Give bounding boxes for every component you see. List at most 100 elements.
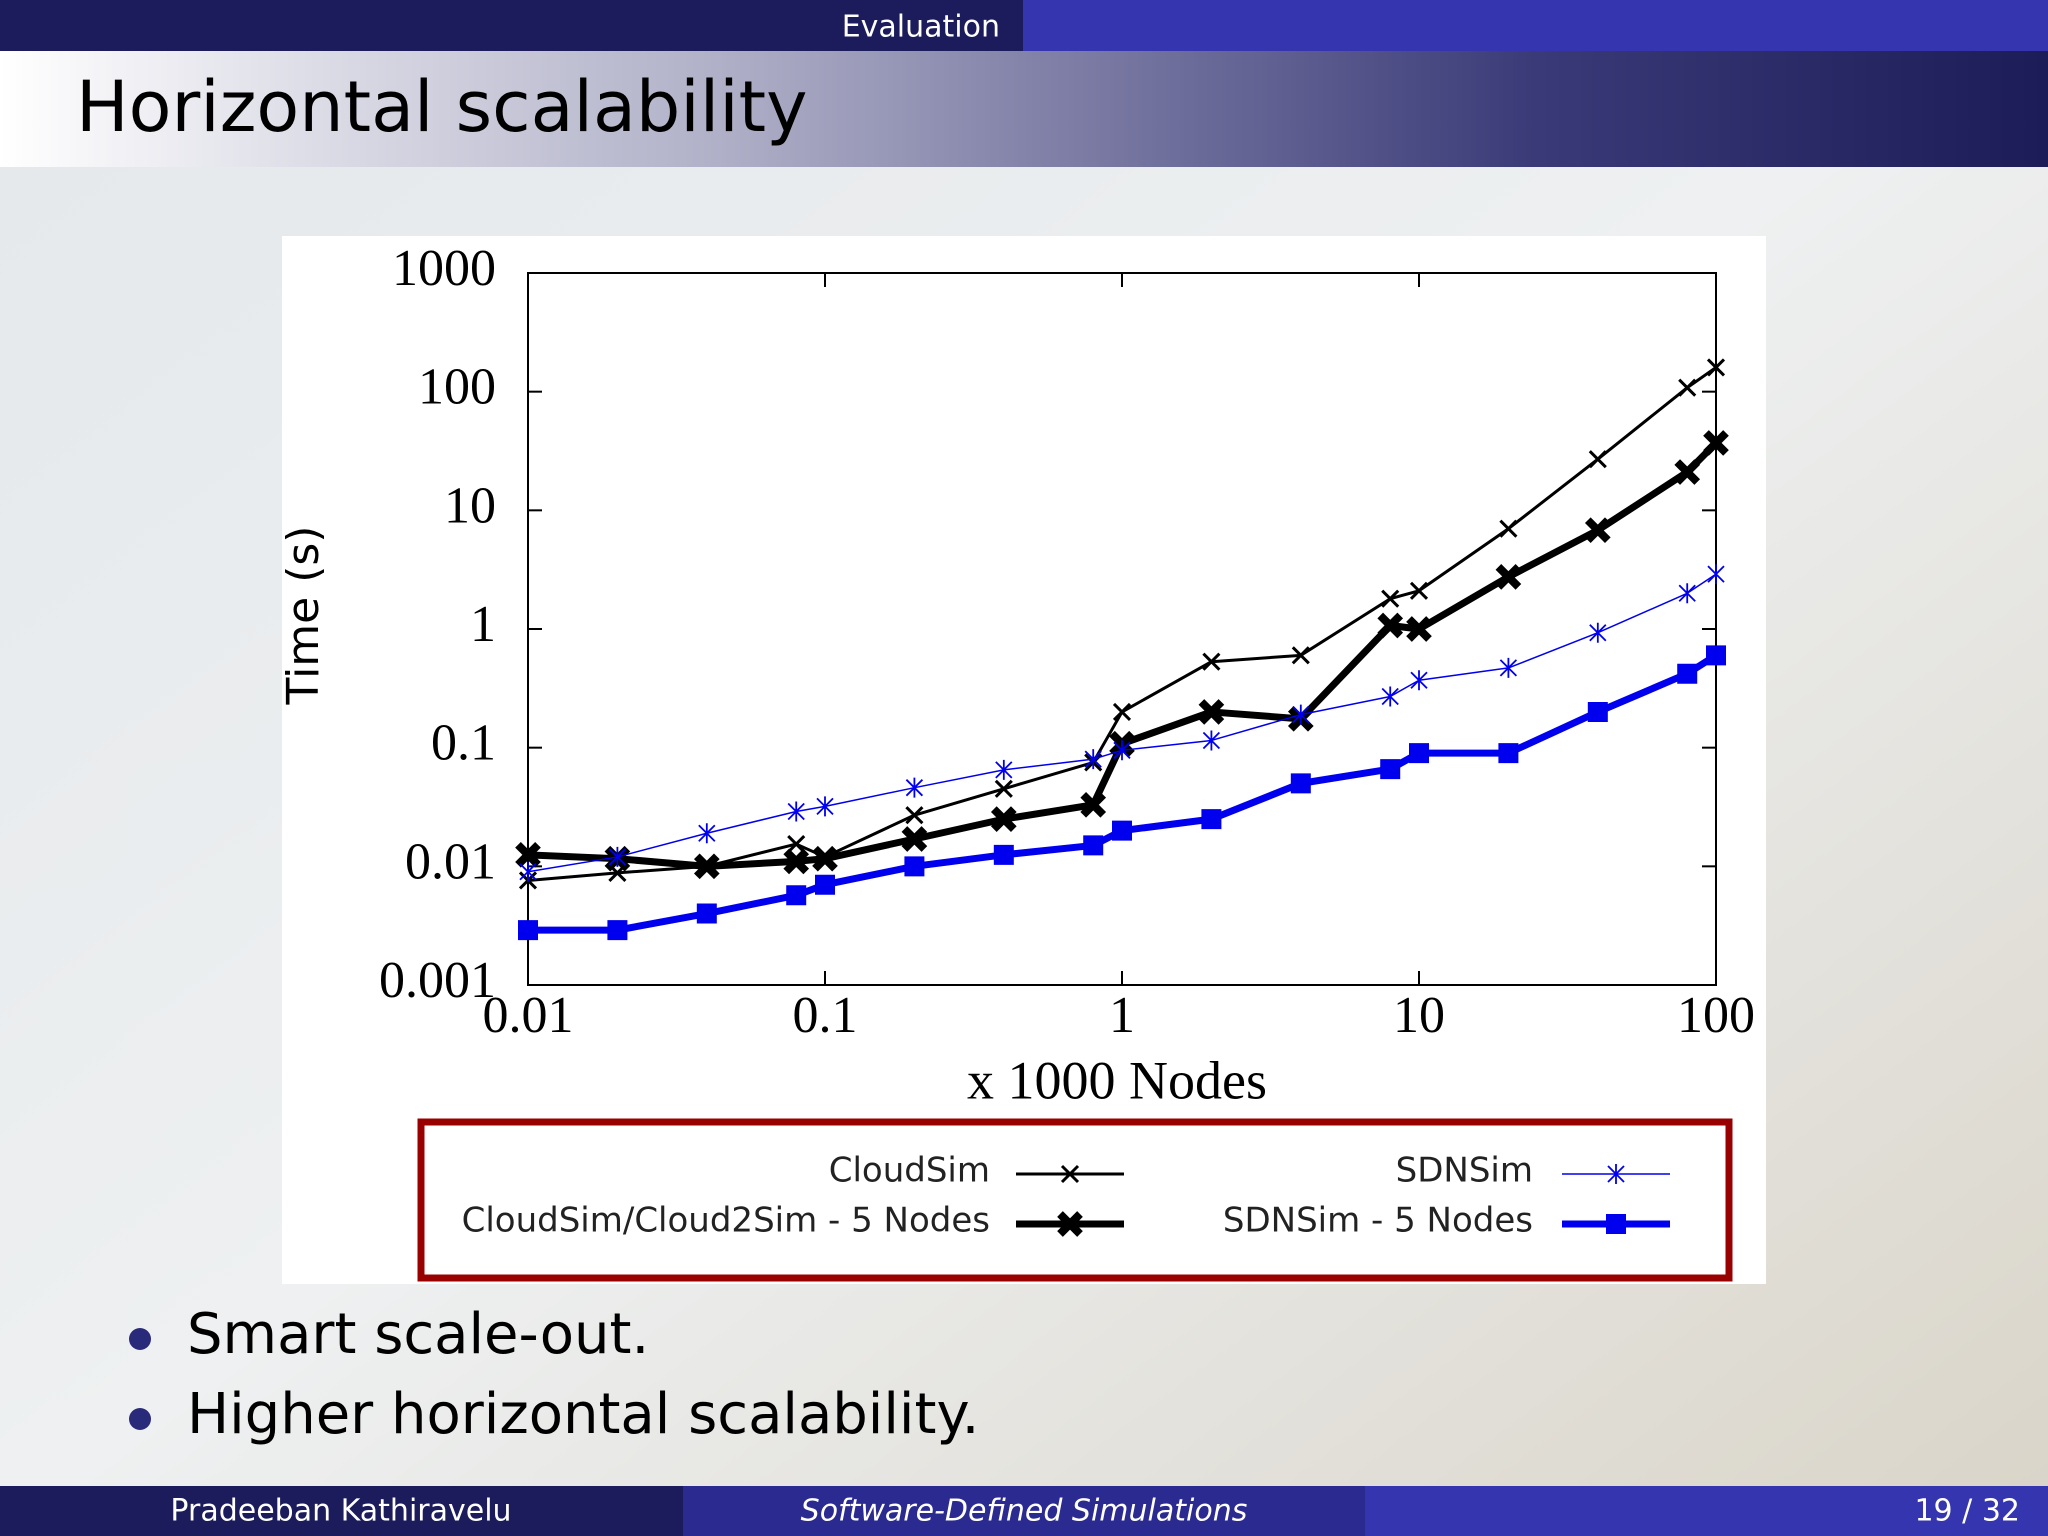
marker [1499, 519, 1518, 538]
legend-marker [1057, 1211, 1083, 1237]
marker [1202, 652, 1221, 671]
marker [1587, 701, 1608, 722]
marker [608, 846, 627, 867]
y-tick-label: 1 [470, 596, 496, 653]
marker [1381, 589, 1400, 608]
marker [1410, 670, 1428, 691]
legend-marker [1607, 1164, 1625, 1184]
marker [1380, 759, 1401, 780]
marker [1678, 378, 1697, 397]
header-left [0, 0, 1023, 51]
legend-label: SDNSim [1396, 1151, 1533, 1191]
y-tick-label: 0.01 [405, 833, 496, 890]
chart: x 1000 Nodes Time (s) 0.0010.010.1110100… [278, 236, 1766, 1284]
marker [1290, 773, 1311, 794]
footer-page: 19 / 32 [1914, 1494, 2020, 1529]
marker [1498, 743, 1519, 764]
marker [1678, 583, 1696, 604]
x-axis-label: x 1000 Nodes [967, 1050, 1267, 1110]
marker [1703, 430, 1729, 456]
marker [1584, 517, 1611, 544]
bullet-dot [129, 1408, 151, 1430]
marker [1381, 686, 1399, 707]
x-tick-label: 10 [1393, 987, 1445, 1044]
section-name: Evaluation [842, 10, 1000, 45]
marker [904, 856, 925, 877]
marker [1706, 358, 1726, 377]
marker [1202, 730, 1221, 751]
x-tick-label: 100 [1677, 987, 1755, 1044]
slide-title: Horizontal scalability [76, 66, 808, 148]
y-tick-label: 0.1 [431, 715, 496, 772]
legend-label: CloudSim [829, 1151, 990, 1191]
marker [1706, 645, 1726, 666]
footer-left [0, 1486, 683, 1536]
marker [1291, 646, 1310, 665]
marker [693, 853, 720, 880]
y-tick-label: 1000 [392, 240, 496, 297]
header-right [1023, 0, 2048, 51]
marker [1707, 564, 1725, 585]
footer-talk: Software-Defined Simulations [801, 1494, 1248, 1529]
marker [783, 848, 810, 875]
x-tick-label: 1 [1109, 987, 1135, 1044]
marker [696, 903, 717, 924]
marker [1674, 459, 1701, 485]
marker [1198, 699, 1225, 725]
marker [518, 920, 538, 941]
marker [1080, 791, 1107, 818]
marker [995, 759, 1013, 780]
y-axis-label: Time (s) [278, 526, 329, 706]
x-tick-label: 0.01 [483, 987, 574, 1044]
marker [1113, 740, 1131, 761]
marker [1677, 663, 1698, 684]
legend-label: SDNSim - 5 Nodes [1223, 1201, 1533, 1241]
legend-box [417, 1118, 1733, 1282]
marker [519, 861, 537, 882]
chart-panel [282, 236, 1766, 1284]
marker [905, 777, 924, 798]
marker [787, 835, 806, 854]
marker [607, 920, 628, 941]
marker [1589, 622, 1607, 643]
legend-marker [1060, 1164, 1080, 1184]
marker [1499, 657, 1518, 678]
marker [994, 779, 1013, 798]
marker [1112, 820, 1132, 841]
x-tick-label: 0.1 [793, 987, 858, 1044]
marker [787, 801, 805, 822]
footer-middle [683, 1486, 1365, 1536]
marker [1409, 581, 1429, 600]
marker [1292, 704, 1310, 725]
footer-author: Pradeeban Kathiravelu [170, 1494, 511, 1529]
marker [993, 844, 1014, 865]
marker [698, 823, 716, 844]
marker [515, 842, 541, 868]
marker [815, 874, 835, 895]
bullet-text: Higher horizontal scalability. [187, 1382, 979, 1447]
marker [1084, 749, 1102, 770]
bullet-text: Smart scale-out. [187, 1302, 649, 1367]
marker [1201, 809, 1222, 830]
title-bar [0, 51, 2048, 167]
marker [905, 806, 924, 825]
marker [1409, 743, 1429, 764]
marker [990, 806, 1017, 832]
legend-label: CloudSim/Cloud2Sim - 5 Nodes [462, 1201, 990, 1241]
legend-marker [1606, 1214, 1626, 1234]
marker [901, 826, 928, 852]
y-tick-label: 10 [444, 477, 496, 534]
marker [816, 796, 834, 817]
y-tick-label: 0.001 [379, 952, 496, 1009]
y-tick-label: 100 [418, 359, 496, 416]
marker [1083, 835, 1104, 856]
marker [812, 845, 838, 872]
marker [1495, 564, 1522, 590]
bullet-dot [129, 1328, 151, 1350]
footer-right [1365, 1486, 2048, 1536]
marker [1588, 450, 1607, 469]
marker [786, 885, 807, 906]
marker [1406, 616, 1432, 642]
marker [1112, 702, 1132, 722]
